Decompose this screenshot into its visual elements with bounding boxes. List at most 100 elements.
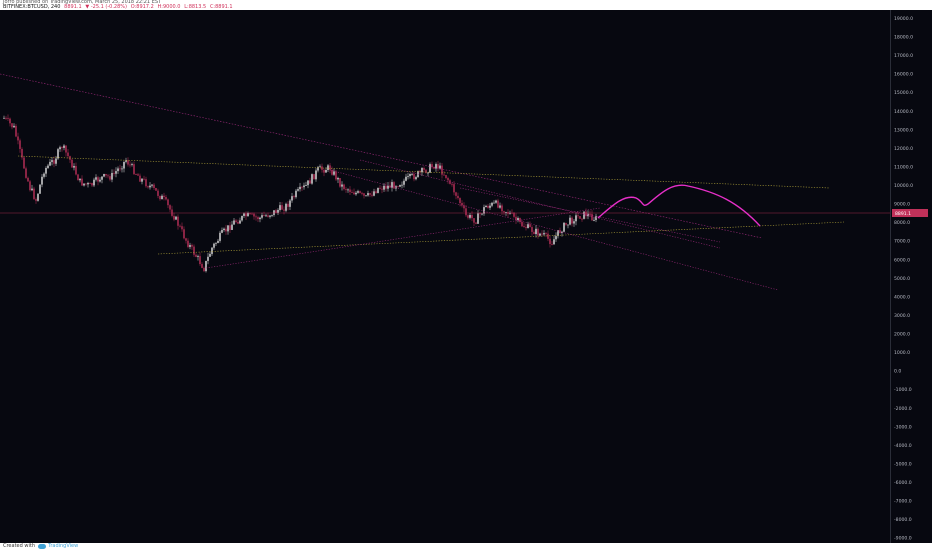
candle-body <box>183 229 185 239</box>
candle-body <box>221 230 223 233</box>
candle-body <box>179 225 181 227</box>
candle-body <box>465 208 467 216</box>
candle-body <box>505 212 507 213</box>
candle-body <box>403 180 405 185</box>
candle-body <box>45 167 47 174</box>
candle-body <box>353 192 355 195</box>
candle-body <box>71 159 73 168</box>
candle-body <box>159 195 161 200</box>
y-tick-label: 16000.0 <box>894 72 913 78</box>
candle-body <box>381 188 383 190</box>
candle-body <box>127 160 129 165</box>
candle-body <box>25 168 27 178</box>
candle-body <box>15 125 17 137</box>
candle-body <box>309 180 311 184</box>
candle-body <box>33 188 35 200</box>
y-tick-label: 6000.0 <box>894 257 910 263</box>
symbol-label: BITFINEX:BTCUSD, 240 <box>3 4 61 10</box>
trend-line[interactable] <box>0 73 763 239</box>
y-tick-label: -8000.0 <box>894 517 912 523</box>
y-tick-label: 3000.0 <box>894 313 910 319</box>
trend-line[interactable] <box>17 155 831 189</box>
y-tick-label: -2000.0 <box>894 406 912 412</box>
candle-body <box>493 202 495 204</box>
trend-line[interactable] <box>329 169 779 291</box>
candle-body <box>103 173 105 177</box>
candle-body <box>489 205 491 208</box>
candle-body <box>303 185 305 188</box>
candle-body <box>499 205 501 208</box>
candle-body <box>389 185 391 188</box>
candle-body <box>65 145 67 153</box>
candle-body <box>5 117 7 119</box>
candle-body <box>313 174 315 180</box>
y-tick-label: 7000.0 <box>894 239 910 245</box>
candle-body <box>537 228 539 236</box>
candle-body <box>271 214 273 216</box>
y-tick-label: 17000.0 <box>894 53 913 59</box>
chart-area[interactable]: 162227Feb8121926Mar8121926Apr91623 19000… <box>0 10 932 543</box>
trend-line[interactable] <box>205 207 601 269</box>
candle-body <box>169 205 171 210</box>
candle-body <box>295 190 297 198</box>
y-tick-label: 8000.0 <box>894 220 910 226</box>
candle-body <box>577 215 579 217</box>
candle-body <box>543 233 545 235</box>
candle-body <box>287 203 289 207</box>
candle-body <box>369 193 371 195</box>
candle-body <box>413 173 415 180</box>
trend-line[interactable] <box>157 221 845 255</box>
candle-body <box>213 243 215 248</box>
candle-body <box>391 182 393 188</box>
candle-body <box>323 169 325 173</box>
candle-body <box>595 216 597 220</box>
candle-body <box>459 198 461 204</box>
candle-body <box>315 170 317 180</box>
candle-body <box>181 226 183 230</box>
candle-body <box>415 177 417 180</box>
candle-body <box>135 174 137 176</box>
candle-body <box>365 195 367 197</box>
candle-body <box>123 161 125 169</box>
trend-line[interactable] <box>459 187 721 243</box>
candle-body <box>259 217 261 220</box>
y-tick-label: 12000.0 <box>894 146 913 152</box>
candle-body <box>243 213 245 216</box>
projection-path[interactable] <box>597 184 761 227</box>
tradingview-brand[interactable]: TradingView <box>48 543 79 549</box>
price-axis[interactable]: 19000.0 18000.0 17000.0 16000.0 15000.0 14000… <box>890 10 932 543</box>
price-plot[interactable]: 162227Feb8121926Mar8121926Apr91623 <box>0 10 890 534</box>
y-tick-label: -3000.0 <box>894 424 912 430</box>
candle-body <box>53 160 55 164</box>
candle-body <box>105 173 107 176</box>
candle-body <box>59 147 61 150</box>
candle-body <box>195 254 197 257</box>
candle-body <box>117 168 119 172</box>
candle-body <box>251 213 253 215</box>
candle-body <box>147 186 149 188</box>
candle-body <box>347 189 349 191</box>
candle-body <box>475 222 477 224</box>
candle-body <box>529 224 531 228</box>
candle-body <box>397 186 399 188</box>
candle-body <box>47 165 49 168</box>
candle-body <box>9 118 11 124</box>
candle-body <box>131 164 133 165</box>
candle-body <box>235 220 237 223</box>
candle-body <box>345 189 347 190</box>
candle-body <box>51 160 53 162</box>
candle-body <box>193 246 195 255</box>
candle-body <box>55 158 57 164</box>
candle-body <box>19 140 21 149</box>
candle-body <box>463 205 465 209</box>
candle-body <box>551 243 553 245</box>
candle-body <box>255 216 257 218</box>
candle-body <box>35 199 37 201</box>
trend-line[interactable] <box>359 159 721 249</box>
y-tick-label: -1000.0 <box>894 387 912 393</box>
candle-body <box>351 192 353 193</box>
candle-body <box>63 145 65 148</box>
candle-body <box>81 178 83 186</box>
candle-body <box>487 205 489 208</box>
candle-body <box>371 194 373 196</box>
